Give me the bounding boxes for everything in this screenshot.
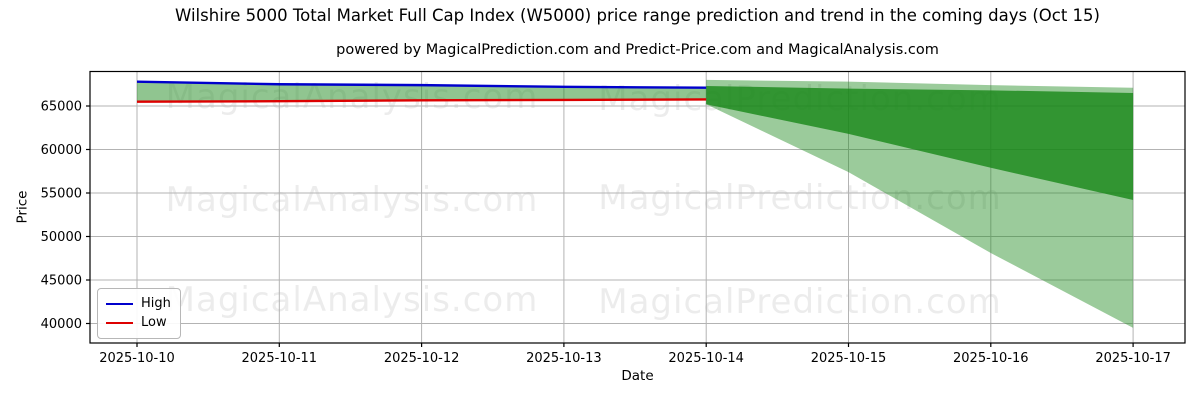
x-tick-label: 2025-10-13 <box>526 351 602 366</box>
x-tick-label: 2025-10-16 <box>953 351 1029 366</box>
chart-subtitle: powered by MagicalPrediction.com and Pre… <box>336 42 939 58</box>
y-axis-label: Price <box>14 190 31 224</box>
x-tick-label: 2025-10-15 <box>811 351 887 366</box>
y-tick-label: 40000 <box>41 317 82 332</box>
y-tick-label: 45000 <box>41 274 82 289</box>
high-line-swatch <box>106 302 133 305</box>
legend-item-low: Low <box>106 313 172 332</box>
low-line-swatch <box>106 321 133 324</box>
x-tick-label: 2025-10-12 <box>384 351 460 366</box>
y-tick-label: 50000 <box>41 230 82 245</box>
legend-label-low: Low <box>141 315 167 330</box>
high-line <box>136 80 707 89</box>
history-range-band <box>137 81 707 102</box>
x-tick-label: 2025-10-10 <box>99 351 175 366</box>
y-tick-label: 65000 <box>41 100 82 115</box>
legend-label-high: High <box>141 296 171 311</box>
prediction-narrow-range-band <box>706 85 1134 200</box>
x-tick-label: 2025-10-11 <box>242 351 318 366</box>
x-tick-label: 2025-10-14 <box>668 351 744 366</box>
y-tick-label: 60000 <box>41 143 82 158</box>
legend-item-high: High <box>106 294 172 313</box>
low-line <box>136 98 707 103</box>
legend: High Low <box>97 288 181 339</box>
chart-title: Wilshire 5000 Total Market Full Cap Inde… <box>175 6 1100 25</box>
x-axis-label: Date <box>621 368 654 384</box>
x-tick-label: 2025-10-17 <box>1095 351 1171 366</box>
plot-border <box>89 70 1186 344</box>
y-tick-label: 55000 <box>41 187 82 202</box>
